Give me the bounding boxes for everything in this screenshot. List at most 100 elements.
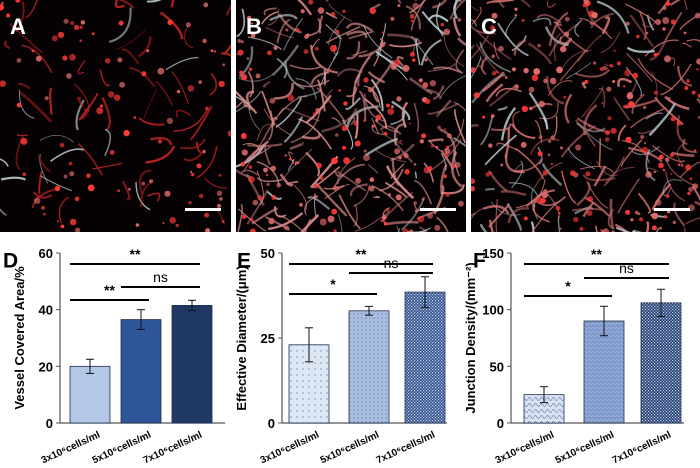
vessel-fiber — [644, 39, 679, 57]
cell-nucleus — [190, 172, 195, 177]
vessel-fiber — [510, 123, 536, 139]
vessel-fiber — [138, 169, 152, 195]
vessel-fiber — [265, 26, 294, 39]
vessel-fiber — [398, 227, 401, 232]
cell-nucleus — [489, 171, 493, 175]
cell-nucleus — [343, 101, 348, 106]
cell-nucleus — [331, 208, 338, 215]
y-tick-label: 50 — [490, 359, 504, 374]
cell-nucleus — [66, 73, 72, 79]
cell-nucleus — [550, 135, 555, 140]
cell-nucleus — [285, 28, 289, 32]
vessel-fiber — [601, 16, 611, 35]
cell-nucleus — [217, 203, 222, 208]
cell-nucleus — [284, 154, 287, 157]
vessel-fiber — [671, 151, 695, 157]
cell-nucleus — [684, 86, 689, 90]
cell-nucleus — [681, 164, 684, 167]
cell-nucleus — [306, 33, 310, 38]
cell-nucleus — [251, 22, 254, 25]
vessel-fiber — [175, 109, 192, 118]
cell-nucleus — [240, 161, 246, 167]
cell-nucleus — [645, 31, 649, 35]
cell-nucleus — [390, 16, 395, 21]
cell-nucleus — [381, 31, 384, 34]
cell-nucleus — [485, 172, 491, 177]
cell-nucleus — [0, 1, 4, 5]
vessel-fiber — [617, 124, 627, 142]
vessel-fiber — [594, 225, 598, 232]
vessel-fiber — [420, 230, 427, 232]
cell-nucleus — [600, 229, 603, 232]
cell-nucleus — [609, 63, 613, 68]
cell-nucleus — [490, 25, 496, 31]
cell-nucleus — [435, 146, 439, 149]
vessel-fiber — [440, 184, 465, 195]
vessel-fiber — [615, 226, 631, 232]
cell-nucleus — [588, 124, 591, 128]
vessel-fiber — [500, 190, 527, 197]
cell-nucleus — [662, 17, 670, 24]
cell-nucleus — [68, 161, 73, 166]
vessel-fiber — [101, 96, 111, 131]
cell-nucleus — [248, 176, 255, 183]
vessel-fiber — [457, 37, 466, 47]
vessel-fiber — [646, 167, 659, 173]
bar — [404, 291, 446, 424]
y-axis-label: Vessel Covered Area/% — [12, 266, 27, 410]
vessel-fiber — [209, 72, 218, 96]
vessel-fiber — [536, 14, 562, 24]
cell-nucleus — [670, 172, 673, 175]
vessel-fiber — [528, 92, 548, 123]
cell-nucleus — [623, 85, 626, 88]
cell-nucleus — [414, 0, 417, 2]
cell-nucleus — [157, 67, 165, 75]
cell-nucleus — [41, 205, 45, 210]
vessel-fiber — [532, 189, 556, 212]
vessel-fiber — [614, 223, 629, 232]
vessel-fiber — [530, 189, 538, 220]
cell-nucleus — [395, 194, 402, 201]
vessel-fiber — [104, 128, 111, 157]
vessel-fiber — [373, 195, 380, 199]
vessel-fiber — [561, 170, 577, 204]
cell-nucleus — [328, 68, 332, 72]
vessel-fiber — [617, 178, 640, 214]
cell-nucleus — [616, 61, 621, 66]
cell-nucleus — [133, 116, 137, 119]
cell-nucleus — [123, 129, 130, 137]
cell-nucleus — [689, 177, 693, 181]
cell-nucleus — [248, 165, 253, 169]
vessel-fiber — [511, 160, 524, 189]
cell-nucleus — [205, 228, 211, 232]
cell-nucleus — [255, 73, 261, 79]
vessel-fiber — [629, 14, 655, 48]
cell-nucleus — [573, 216, 579, 223]
cell-nucleus — [327, 215, 335, 223]
cell-nucleus — [500, 163, 504, 167]
cell-nucleus — [662, 168, 666, 172]
cell-nucleus — [331, 157, 338, 165]
vessel-fiber — [77, 142, 103, 176]
cell-nucleus — [655, 19, 662, 25]
vessel-fiber — [225, 4, 231, 16]
y-axis-label: Effective Diameter/(μm) — [234, 265, 249, 410]
cell-nucleus — [210, 49, 214, 53]
vessel-fiber — [236, 168, 253, 179]
cell-nucleus — [665, 194, 670, 198]
cell-nucleus — [523, 67, 529, 74]
vessel-fiber — [375, 149, 407, 163]
cell-nucleus — [445, 145, 450, 150]
vessel-fiber — [406, 227, 431, 232]
cell-nucleus — [425, 98, 431, 105]
vessel-fiber — [284, 60, 305, 90]
vessel-fiber — [418, 226, 428, 232]
cell-nucleus — [653, 52, 658, 57]
cell-nucleus — [610, 127, 617, 134]
vessel-fiber — [626, 46, 655, 54]
y-tick-label: 50 — [261, 246, 275, 261]
vessel-fiber — [553, 21, 563, 27]
vessel-fiber — [296, 0, 313, 16]
cell-nucleus — [632, 72, 639, 79]
vessel-fiber — [581, 81, 587, 89]
